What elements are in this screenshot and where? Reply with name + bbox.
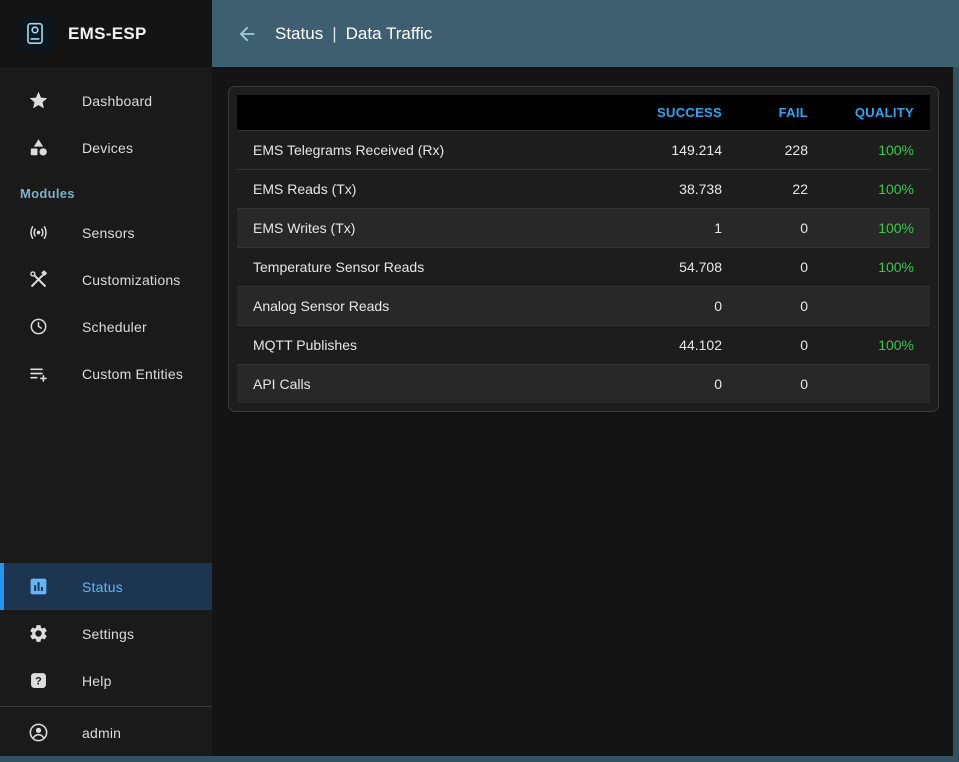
sidebar-item-label: Status	[82, 578, 123, 595]
success-cell: 149.214	[618, 130, 738, 170]
sidebar-item-label: Custom Entities	[82, 365, 184, 382]
fail-cell: 0	[738, 208, 824, 248]
fail-cell: 228	[738, 130, 824, 170]
row-name-cell: API Calls	[237, 364, 618, 403]
fail-cell: 0	[738, 286, 824, 326]
table-row: EMS Reads (Tx) 38.738 22 100%	[237, 169, 930, 209]
quality-cell	[824, 364, 930, 403]
sidebar: Dashboard Devices Modules	[0, 67, 212, 756]
sidebar-item-custom-entities[interactable]: Custom Entities	[0, 350, 212, 397]
success-cell: 54.708	[618, 247, 738, 287]
help-icon: ?	[27, 670, 49, 692]
sidebar-item-devices[interactable]: Devices	[0, 124, 212, 171]
app-header: Status | Data Traffic	[212, 0, 959, 67]
status-chart-icon	[27, 576, 49, 598]
tools-icon	[27, 269, 49, 291]
svg-text:?: ?	[35, 675, 42, 687]
ems-esp-logo-icon	[16, 14, 54, 53]
sidebar-item-admin[interactable]: admin	[0, 709, 212, 756]
sidebar-item-label: Dashboard	[82, 92, 153, 109]
table-row: Analog Sensor Reads 0 0	[237, 286, 930, 326]
table-row: EMS Telegrams Received (Rx) 149.214 228 …	[237, 130, 930, 170]
sidebar-item-customizations[interactable]: Customizations	[0, 256, 212, 303]
page-title: Data Traffic	[345, 23, 433, 43]
table-header-row: SUCCESS FAIL QUALITY	[237, 95, 930, 131]
table-row: EMS Writes (Tx) 1 0 100%	[237, 208, 930, 248]
breadcrumb: Status | Data Traffic	[275, 24, 432, 44]
top-bar: EMS-ESP Status | Data Traffic	[0, 0, 959, 67]
column-header-name	[237, 95, 618, 131]
quality-cell: 100%	[824, 208, 930, 248]
sidebar-item-label: Scheduler	[82, 318, 147, 335]
quality-cell: 100%	[824, 325, 930, 365]
star-icon	[27, 90, 49, 112]
sidebar-item-label: Help	[82, 672, 112, 689]
success-cell: 38.738	[618, 169, 738, 209]
sidebar-divider	[0, 706, 212, 707]
fail-cell: 22	[738, 169, 824, 209]
sidebar-item-status[interactable]: Status	[0, 563, 212, 610]
account-icon	[27, 722, 49, 744]
sidebar-item-label: Customizations	[82, 271, 181, 288]
breadcrumb-separator: |	[332, 23, 337, 43]
sensors-icon	[27, 222, 49, 244]
sidebar-item-help[interactable]: ? Help	[0, 657, 212, 704]
back-arrow-icon[interactable]	[234, 21, 260, 47]
success-cell: 44.102	[618, 325, 738, 365]
app-logo-area: EMS-ESP	[0, 0, 212, 67]
data-traffic-table: SUCCESS FAIL QUALITY EMS Telegrams Recei…	[237, 95, 930, 403]
row-name-cell: EMS Telegrams Received (Rx)	[237, 130, 618, 170]
sidebar-item-label: Settings	[82, 625, 135, 642]
row-name-cell: Temperature Sensor Reads	[237, 247, 618, 287]
sidebar-item-dashboard[interactable]: Dashboard	[0, 77, 212, 124]
column-header-success: SUCCESS	[618, 95, 738, 131]
success-cell: 0	[618, 286, 738, 326]
row-name-cell: MQTT Publishes	[237, 325, 618, 365]
sidebar-item-label: Devices	[82, 139, 134, 156]
sidebar-user-label: admin	[82, 724, 122, 741]
sidebar-item-label: Sensors	[82, 224, 135, 241]
scheduler-clock-icon	[27, 316, 49, 338]
gear-icon	[27, 623, 49, 645]
app-title: EMS-ESP	[68, 23, 147, 43]
column-header-quality: QUALITY	[824, 95, 930, 131]
success-cell: 1	[618, 208, 738, 248]
fail-cell: 0	[738, 325, 824, 365]
playlist-add-icon	[27, 363, 49, 385]
row-name-cell: EMS Reads (Tx)	[237, 169, 618, 209]
table-row: API Calls 0 0	[237, 364, 930, 403]
sidebar-section-modules: Modules	[20, 186, 75, 201]
data-traffic-card: SUCCESS FAIL QUALITY EMS Telegrams Recei…	[228, 86, 939, 412]
table-row: Temperature Sensor Reads 54.708 0 100%	[237, 247, 930, 287]
breadcrumb-section: Status	[275, 23, 324, 43]
quality-cell: 100%	[824, 169, 930, 209]
quality-cell	[824, 286, 930, 326]
sidebar-spacer	[0, 397, 212, 563]
fail-cell: 0	[738, 364, 824, 403]
quality-cell: 100%	[824, 130, 930, 170]
row-name-cell: Analog Sensor Reads	[237, 286, 618, 326]
sidebar-item-scheduler[interactable]: Scheduler	[0, 303, 212, 350]
row-name-cell: EMS Writes (Tx)	[237, 208, 618, 248]
table-row: MQTT Publishes 44.102 0 100%	[237, 325, 930, 365]
category-icon	[27, 137, 49, 159]
quality-cell: 100%	[824, 247, 930, 287]
fail-cell: 0	[738, 247, 824, 287]
sidebar-item-sensors[interactable]: Sensors	[0, 209, 212, 256]
success-cell: 0	[618, 364, 738, 403]
sidebar-item-settings[interactable]: Settings	[0, 610, 212, 657]
main-content: SUCCESS FAIL QUALITY EMS Telegrams Recei…	[212, 67, 953, 756]
column-header-fail: FAIL	[738, 95, 824, 131]
